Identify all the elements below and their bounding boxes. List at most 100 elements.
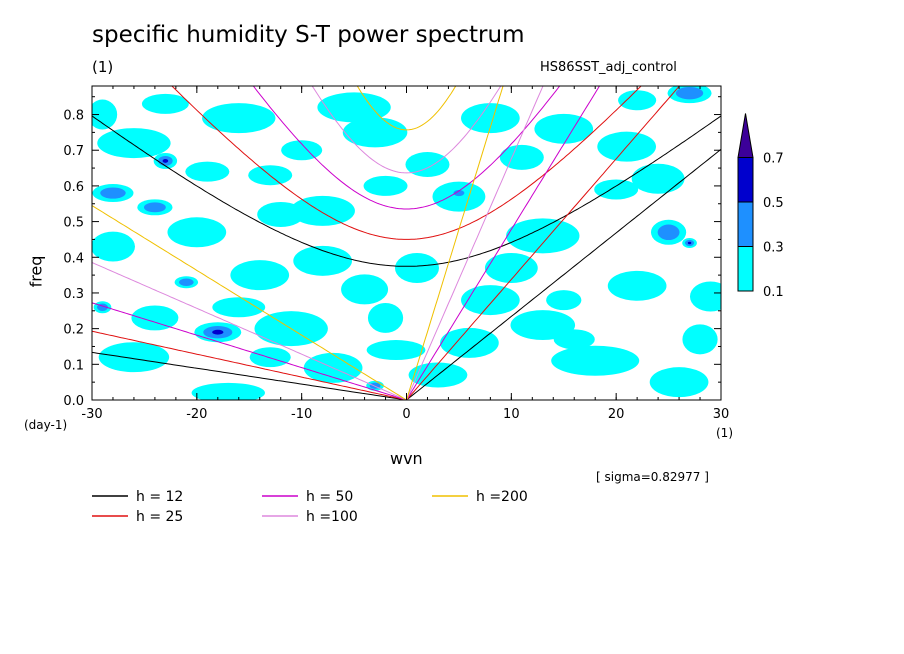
legend-label: h =200 — [476, 489, 528, 505]
power-patch — [510, 310, 576, 341]
chart-subtitle: (1) — [92, 58, 114, 76]
experiment-label: HS86SST_adj_control — [540, 60, 677, 75]
power-patch — [675, 86, 704, 100]
colorbar-segment — [737, 246, 754, 292]
dispersion-curve-kelvin — [406, 148, 721, 400]
dispersion-curve-low — [92, 330, 407, 400]
power-patch — [506, 218, 580, 254]
power-patch — [682, 324, 718, 355]
power-patch — [191, 382, 265, 400]
power-patch — [290, 195, 355, 226]
x-axis-unit: (1) — [716, 426, 733, 440]
y-axis-unit: (day-1) — [24, 418, 68, 432]
x-tick-label: 20 — [608, 407, 625, 422]
x-tick-label: -10 — [291, 407, 312, 422]
power-patch — [100, 187, 126, 199]
power-patch — [649, 367, 709, 398]
y-tick-label: 0.0 — [63, 394, 84, 409]
power-patch — [461, 285, 520, 316]
power-patch — [484, 252, 538, 283]
power-patch — [98, 342, 170, 373]
colorbar-label: 0.1 — [763, 285, 784, 300]
x-axis-label: wvn — [390, 449, 423, 468]
dispersion-curve-gravity — [311, 86, 502, 174]
power-patch — [553, 329, 595, 350]
power-patch — [546, 290, 582, 311]
power-patch — [453, 189, 465, 197]
y-tick-label: 0.1 — [63, 358, 84, 373]
power-patch — [131, 305, 179, 331]
power-patch — [317, 92, 391, 123]
y-tick-label: 0.4 — [63, 251, 84, 266]
legend-label: h = 50 — [306, 489, 353, 505]
power-patch — [607, 270, 667, 301]
dispersion-curve-gravity — [252, 86, 561, 210]
power-patch — [689, 281, 721, 312]
power-patch — [342, 117, 408, 148]
y-tick-label: 0.5 — [63, 216, 84, 231]
dispersion-curve-gravity — [92, 115, 721, 267]
power-patch — [363, 175, 408, 196]
colorbar-arrow — [737, 113, 754, 158]
power-patch — [440, 327, 499, 358]
power-patch — [167, 217, 227, 248]
dispersion-curve-kelvin — [406, 86, 544, 400]
power-patch — [249, 347, 291, 368]
x-tick-label: 10 — [503, 407, 520, 422]
power-patch — [257, 201, 305, 227]
power-patch — [293, 245, 352, 276]
x-tick-label: 30 — [713, 407, 730, 422]
power-patch — [367, 302, 404, 333]
dispersion-curve-kelvin — [406, 86, 601, 400]
legend-label: h = 12 — [136, 489, 183, 505]
power-patch — [141, 93, 189, 114]
dispersion-curve-low — [92, 351, 407, 400]
power-patch — [143, 202, 166, 213]
colorbar-label: 0.3 — [763, 241, 784, 256]
power-patch — [394, 252, 439, 283]
power-patch — [92, 99, 118, 130]
power-patch — [534, 113, 594, 144]
power-patch — [202, 103, 276, 134]
y-tick-label: 0.3 — [63, 287, 84, 302]
dispersion-curve-low — [92, 205, 407, 400]
colorbar-segment — [737, 201, 754, 247]
colorbar-label: 0.5 — [763, 196, 784, 211]
power-patch — [179, 278, 194, 286]
dispersion-curve-low — [92, 262, 407, 400]
power-patch — [461, 103, 520, 134]
power-patch — [341, 274, 389, 305]
power-patch — [212, 329, 224, 335]
dispersion-curve-low — [92, 302, 407, 400]
x-tick-label: -20 — [186, 407, 207, 422]
power-patch — [594, 179, 639, 200]
sigma-note: [ sigma=0.82977 ] — [596, 470, 709, 484]
chart-title: specific humidity S-T power spectrum — [92, 22, 525, 48]
legend-label: h =100 — [306, 509, 358, 525]
power-patch — [230, 260, 290, 291]
legend-label: h = 25 — [136, 509, 183, 525]
colorbar-segment — [737, 157, 754, 203]
y-tick-label: 0.6 — [63, 180, 84, 195]
y-tick-label: 0.8 — [63, 109, 84, 124]
power-patch — [551, 345, 640, 376]
power-patch — [499, 144, 544, 170]
power-patch — [366, 340, 426, 361]
dispersion-curve-gravity — [356, 86, 457, 131]
x-tick-label: 0 — [402, 407, 410, 422]
colorbar-label: 0.7 — [763, 152, 784, 167]
dispersion-curve-kelvin — [406, 86, 504, 400]
power-patch — [618, 90, 657, 111]
dispersion-curve-gravity — [171, 86, 642, 240]
y-tick-label: 0.7 — [63, 144, 84, 159]
power-patch — [92, 231, 135, 262]
power-patch — [657, 224, 680, 241]
power-patch — [97, 128, 171, 159]
x-tick-label: -30 — [81, 407, 102, 422]
power-patch — [631, 163, 685, 194]
power-patch — [687, 241, 692, 245]
dispersion-curve-kelvin — [406, 86, 681, 400]
power-patch — [185, 161, 230, 182]
y-tick-label: 0.2 — [63, 323, 84, 338]
